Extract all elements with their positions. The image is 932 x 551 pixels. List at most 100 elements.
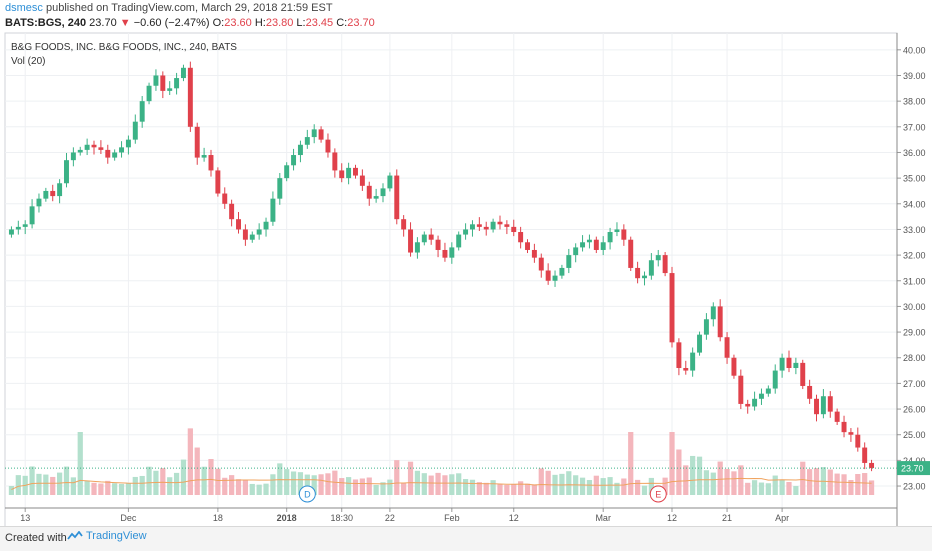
candle-body	[297, 144, 303, 156]
volume-bar	[325, 473, 331, 495]
dividend-marker[interactable]: D	[298, 485, 316, 503]
candle-body	[497, 221, 503, 225]
volume-bar	[731, 471, 737, 495]
volume-bar	[366, 477, 372, 495]
volume-bar	[173, 472, 180, 495]
candle-body	[807, 385, 813, 399]
volume-bar	[834, 473, 840, 495]
candle-body	[779, 357, 785, 371]
candle-body	[731, 357, 737, 376]
low-label: L:	[296, 17, 306, 29]
y-tick-label: 31.00	[903, 276, 926, 286]
volume-bar	[36, 473, 42, 495]
candle-body	[353, 167, 358, 176]
candle-body	[428, 234, 434, 240]
volume-bar	[855, 474, 861, 495]
volume-bar	[77, 432, 83, 495]
high-label: H:	[254, 17, 266, 29]
candle-body	[174, 78, 180, 89]
candle-body	[277, 178, 283, 199]
candle-body	[387, 175, 393, 189]
author-link[interactable]: dsmesc	[5, 2, 43, 14]
volume-bar	[703, 470, 710, 495]
candle-body	[690, 352, 696, 371]
volume-bar	[800, 461, 806, 495]
candle-body	[607, 232, 613, 243]
volume-bar	[504, 484, 510, 495]
publish-info: dsmesc published on TradingView.com, Mar…	[5, 2, 333, 14]
candle-body	[717, 306, 723, 338]
volume-bar	[758, 482, 765, 495]
x-tick-label: Dec	[120, 513, 137, 523]
volume-bar	[249, 483, 255, 495]
y-tick-label: 33.00	[903, 225, 926, 235]
volume-bar	[696, 456, 703, 495]
candle-body	[476, 224, 482, 227]
volume-bar	[490, 480, 496, 495]
volume-bar	[807, 469, 813, 495]
chart-frame	[4, 32, 898, 526]
last-price: 23.70	[89, 17, 117, 29]
y-tick-label: 38.00	[903, 97, 926, 107]
volume-bar	[827, 469, 833, 495]
volume-bar	[146, 466, 152, 495]
volume-bar	[676, 449, 682, 495]
candle-body	[201, 155, 207, 158]
volume-bar	[160, 468, 166, 495]
candle-body	[724, 337, 730, 358]
y-tick-label: 23.00	[903, 482, 926, 492]
candle-body	[215, 170, 221, 194]
x-tick-label: Feb	[444, 513, 460, 523]
candle-body	[153, 75, 159, 86]
candle-body	[469, 224, 475, 230]
candle-body	[304, 137, 310, 145]
candle-body	[229, 203, 235, 220]
candle-body	[318, 129, 324, 140]
candle-body	[800, 362, 806, 386]
candle-body	[511, 226, 517, 233]
volume-bar	[332, 470, 338, 495]
candle-body	[442, 249, 448, 258]
volume-bar	[456, 473, 462, 495]
marker-letter: D	[304, 490, 311, 500]
brand-text: TradingView	[86, 530, 147, 542]
volume-bar	[710, 472, 716, 495]
ohlc-legend: BATS:BGS, 240 23.70 ▼ −0.60 (−2.47%) O:2…	[5, 17, 375, 29]
candle-body	[77, 149, 83, 153]
y-tick-label: 26.00	[903, 405, 926, 415]
volume-bar	[745, 482, 751, 495]
volume-bar	[841, 474, 847, 495]
volume-bar	[614, 482, 620, 495]
volume-bar	[297, 472, 304, 495]
earnings-marker[interactable]: E	[649, 485, 667, 503]
volume-bar	[15, 475, 21, 495]
candle-body	[8, 229, 14, 235]
candle-body	[325, 139, 331, 153]
candle-body	[614, 229, 620, 233]
candle-body	[366, 185, 372, 199]
volume-bar	[263, 483, 269, 495]
price-axis[interactable]: 23.00 24.00 25.00 26.00 27.00 28.00 29.00 30.00…	[896, 33, 930, 526]
candle-body	[84, 144, 90, 150]
time-axis[interactable]: 13 Dec 18 2018 18:30 22 Feb 12 Mar 12 21 Apr D E	[5, 485, 897, 523]
candle-body	[621, 229, 627, 240]
candle-body	[710, 306, 716, 320]
volume-bar	[180, 459, 187, 495]
volume-bar	[559, 473, 565, 495]
candle-body	[862, 447, 868, 463]
volume-bar	[793, 486, 799, 495]
volume-bar	[545, 470, 551, 495]
high-value: 23.80	[265, 17, 294, 29]
candle-body	[655, 255, 661, 261]
volume-bar	[132, 476, 138, 495]
volume-bar	[442, 475, 448, 495]
candle-body	[394, 175, 400, 220]
tradingview-logo[interactable]: TradingView	[67, 530, 147, 542]
volume-bar	[112, 483, 118, 495]
volume-bar	[359, 478, 365, 495]
price-chart[interactable]: 23.00 24.00 25.00 26.00 27.00 28.00 29.00 30.00…	[0, 0, 932, 526]
candle-body	[408, 229, 414, 253]
x-tick-label: 22	[385, 513, 395, 523]
candle-body	[525, 242, 530, 250]
y-tick-label: 24.00	[903, 456, 926, 466]
